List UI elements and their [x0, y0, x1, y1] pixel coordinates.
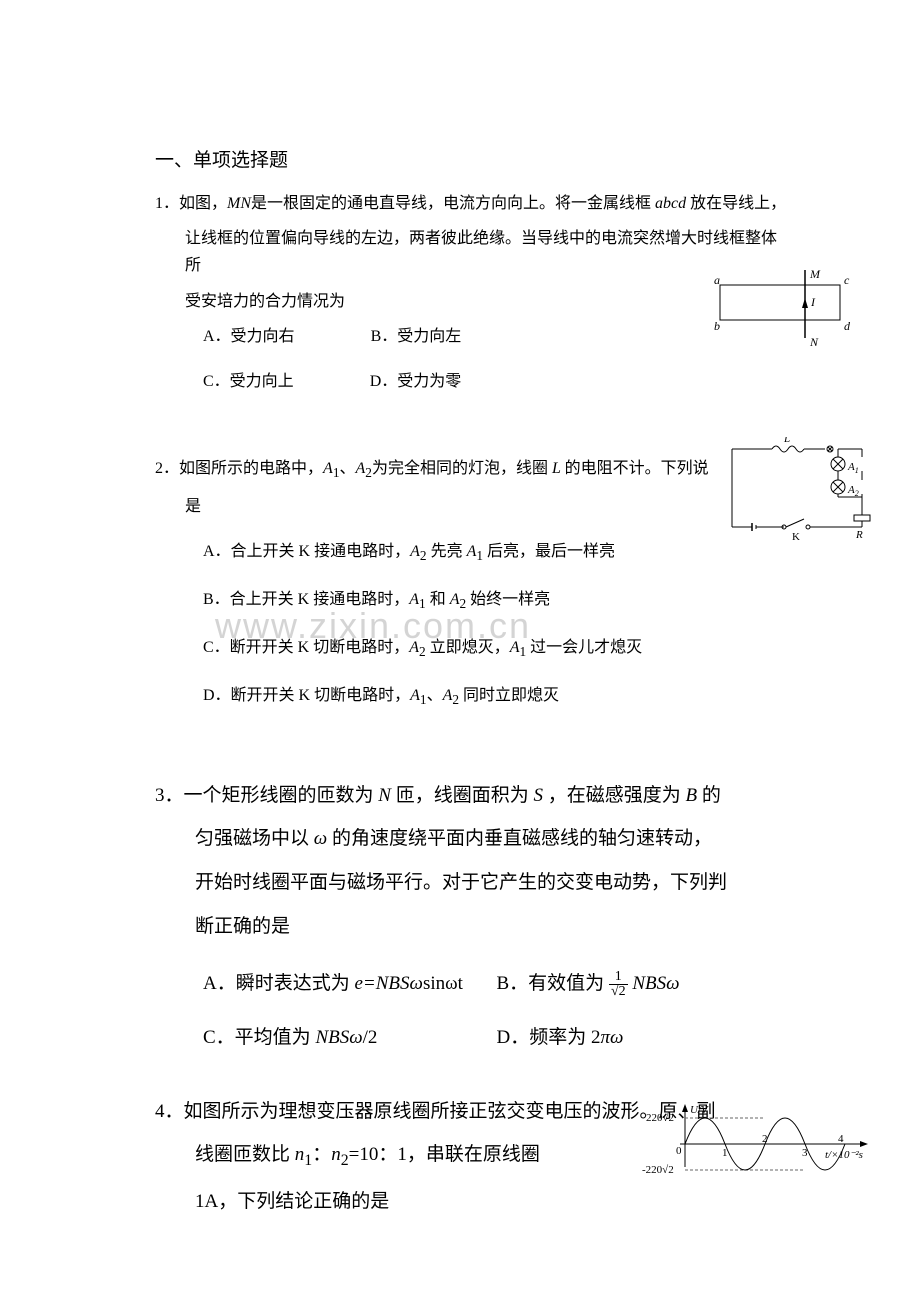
q3-line3: 开始时线圈平面与磁场平行。对于它产生的交变电动势，下列判 — [155, 861, 790, 905]
q3-line4: 断正确的是 — [155, 905, 790, 949]
q1-text: 如图， — [179, 195, 227, 212]
svg-text:I: I — [810, 295, 816, 309]
q2-number: 2． — [155, 460, 179, 477]
q1-diagram-icon: a b c d M N I — [710, 270, 860, 350]
q2-optA: A．合上开关 K 接通电路时，A2 先亮 A1 后亮，最后一样亮 — [155, 538, 790, 568]
q2-text3: 的电阻不计。下列说 — [565, 460, 709, 477]
q2-A2: A — [356, 460, 366, 477]
question-2: 2．如图所示的电路中，A1、A2为完全相同的灯泡，线圈 L 的电阻不计。下列说 … — [155, 455, 790, 711]
svg-text:K: K — [792, 531, 800, 543]
svg-text:d: d — [844, 319, 851, 333]
svg-text:R: R — [855, 529, 863, 541]
q1-optC: C．受力向上 — [203, 368, 294, 395]
q3-optC: C．平均值为 NBSω/2 — [203, 1016, 497, 1060]
q3-options: A．瞬时表达式为 e=NBSωsinωt B．有效值为 1√2 NBSω C．平… — [155, 962, 790, 1059]
q1-stem: 1．如图，MN是一根固定的通电直导线，电流方向向上。将一金属线框 abcd 放在… — [155, 190, 790, 217]
q2-stem: 2．如图所示的电路中，A1、A2为完全相同的灯泡，线圈 L 的电阻不计。下列说 — [155, 455, 790, 485]
svg-text:L: L — [783, 437, 790, 445]
q2-optD: D．断开开关 K 切断电路时，A1、A2 同时立即熄灭 — [155, 682, 790, 712]
q4-diagram-icon: U/V 220√2 -220√2 0 1 2 3 4 t/×10⁻²s — [640, 1104, 870, 1179]
q1-abcd: abcd — [651, 195, 690, 212]
q1-options-row2: C．受力向上 D．受力为零 — [155, 368, 790, 395]
q1-number: 1． — [155, 195, 179, 212]
svg-text:a: a — [714, 273, 720, 287]
svg-text:A1: A1 — [847, 461, 859, 475]
svg-text:U/V: U/V — [690, 1104, 709, 1116]
svg-text:4: 4 — [838, 1133, 844, 1145]
question-4: 4．如图所示为理想变压器原线圈所接正弦交变电压的波形。原、副 线圈匝数比 n1：… — [155, 1090, 790, 1224]
q3-optB: B．有效值为 1√2 NBSω — [497, 962, 791, 1006]
q4-line3: 1A，下列结论正确的是 — [155, 1180, 790, 1224]
svg-text:220√2: 220√2 — [646, 1112, 674, 1124]
q1-text3: 放在导线上， — [690, 195, 786, 212]
q2-A2sub: 2 — [365, 465, 372, 480]
q2-text2: 为完全相同的灯泡，线圈 — [372, 460, 548, 477]
q1-mn: MN — [227, 195, 251, 212]
q2-stem-line2: 是 — [155, 493, 790, 520]
q2-L: L — [548, 460, 565, 477]
svg-text:-220√2: -220√2 — [642, 1164, 674, 1176]
q1-optB: B．受力向左 — [371, 323, 462, 350]
q3-optA: A．瞬时表达式为 e=NBSωsinωt — [203, 962, 497, 1006]
svg-text:t/×10⁻²s: t/×10⁻²s — [825, 1149, 863, 1161]
q2-diagram-icon: L A1 A2 K R — [722, 437, 872, 547]
q1-options-row1: A．受力向右 B．受力向左 — [155, 323, 790, 350]
svg-text:A2: A2 — [847, 484, 859, 498]
q2-optC: C．断开开关 K 切断电路时，A2 立即熄灭，A1 过一会儿才熄灭 — [155, 634, 790, 664]
svg-text:2: 2 — [762, 1133, 768, 1145]
q2-text1: 如图所示的电路中， — [179, 460, 323, 477]
svg-text:M: M — [809, 270, 821, 281]
svg-text:1: 1 — [722, 1147, 728, 1159]
q3-line2: 匀强磁场中以 ω 的角速度绕平面内垂直磁感线的轴匀速转动， — [155, 817, 790, 861]
svg-text:c: c — [844, 273, 850, 287]
q3-optD: D．频率为 2πω — [497, 1016, 791, 1060]
section-title: 一、单项选择题 — [155, 145, 790, 172]
svg-text:b: b — [714, 319, 720, 333]
q2-optB: B．合上开关 K 接通电路时，A1 和 A2 始终一样亮 — [155, 586, 790, 616]
q1-stem-line2: 让线框的位置偏向导线的左边，两者彼此绝缘。当导线中的电流突然增大时线框整体所 — [155, 225, 790, 279]
q1-optD: D．受力为零 — [370, 368, 462, 395]
svg-text:0: 0 — [676, 1145, 682, 1157]
question-1: 1．如图，MN是一根固定的通电直导线，电流方向向上。将一金属线框 abcd 放在… — [155, 190, 790, 395]
q2-sep: 、 — [339, 460, 355, 477]
q1-text2: 是一根固定的通电直导线，电流方向向上。将一金属线框 — [251, 195, 651, 212]
q1-optA: A．受力向右 — [203, 323, 295, 350]
q3-line1: 3．一个矩形线圈的匝数为 N 匝，线圈面积为 S ，在磁感强度为 B 的 — [155, 774, 790, 818]
q1-stem-line3: 受安培力的合力情况为 — [155, 288, 790, 315]
q2-A1: A — [323, 460, 333, 477]
svg-text:3: 3 — [802, 1147, 808, 1159]
svg-text:N: N — [809, 335, 819, 349]
question-3: 3．一个矩形线圈的匝数为 N 匝，线圈面积为 S ，在磁感强度为 B 的 匀强磁… — [155, 774, 790, 1060]
